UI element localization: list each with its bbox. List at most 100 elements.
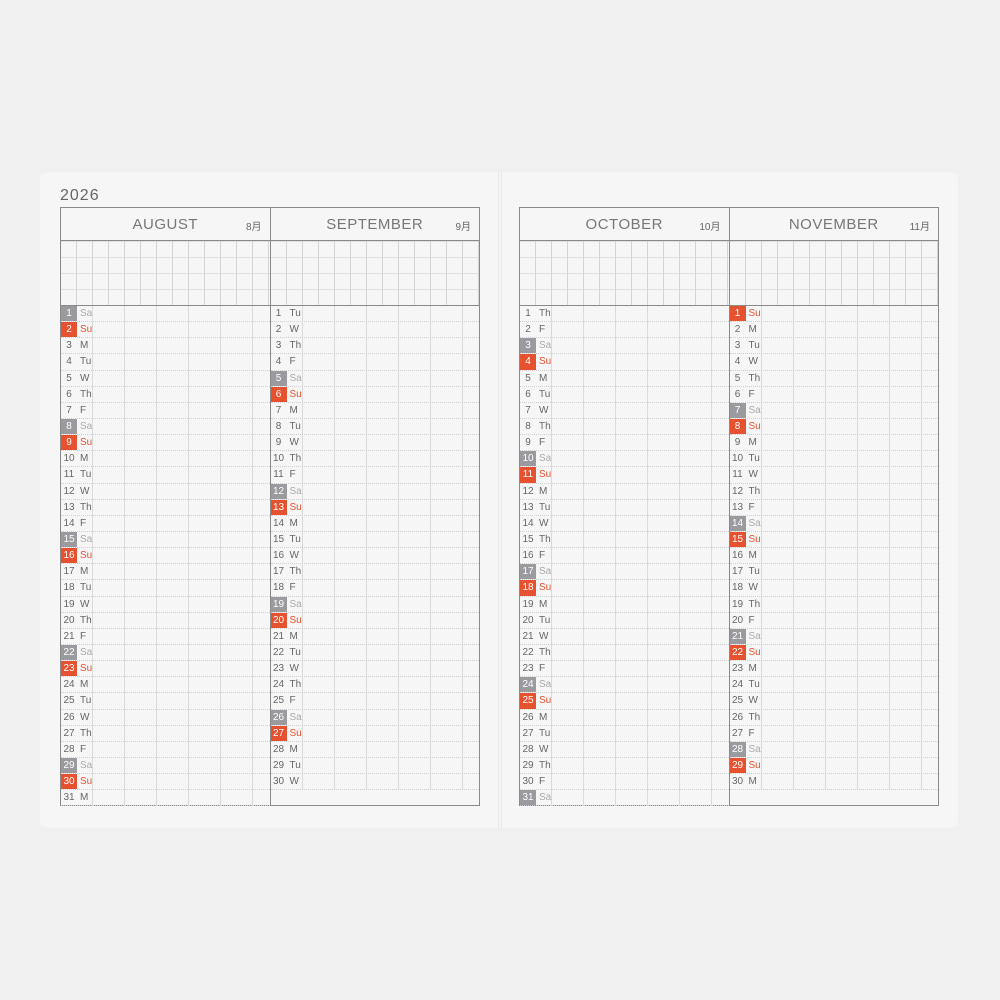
day-row[interactable]: 29 Su: [729, 757, 938, 775]
day-row[interactable]: 1 Tu: [270, 306, 479, 323]
day-row[interactable]: 21 F: [61, 628, 270, 645]
day-row[interactable]: 26 M: [520, 709, 729, 726]
day-row[interactable]: 18 F: [270, 580, 479, 597]
day-row[interactable]: 13 Su: [270, 499, 479, 516]
day-row[interactable]: 30 M: [729, 774, 938, 791]
day-row[interactable]: 5 Th: [729, 370, 938, 387]
day-row[interactable]: 6 Tu: [520, 386, 729, 403]
day-row[interactable]: 6 Su: [270, 386, 479, 403]
day-row[interactable]: 5 M: [520, 370, 729, 387]
day-row[interactable]: 14 F: [61, 515, 270, 532]
day-row[interactable]: 9 Su: [61, 435, 270, 452]
day-row[interactable]: 28 Sa: [729, 741, 938, 758]
day-row[interactable]: 12 Sa: [270, 483, 479, 500]
day-row[interactable]: 7 Sa: [729, 402, 938, 419]
day-row[interactable]: 28 M: [270, 741, 479, 758]
day-row[interactable]: 12 W: [61, 483, 270, 500]
day-row[interactable]: 1 Th: [520, 306, 729, 323]
notes-grid[interactable]: [270, 241, 479, 306]
day-row[interactable]: 19 Th: [729, 596, 938, 613]
day-row[interactable]: 14 W: [520, 515, 729, 532]
day-row[interactable]: 27 Tu: [520, 725, 729, 742]
day-row[interactable]: 18 Su: [520, 580, 729, 597]
day-row[interactable]: 22 Su: [729, 644, 938, 662]
day-row[interactable]: 10 Th: [270, 451, 479, 468]
day-row[interactable]: 25 F: [270, 693, 479, 710]
day-row[interactable]: 2 W: [270, 322, 479, 339]
day-row[interactable]: 10 Sa: [520, 451, 729, 468]
day-row[interactable]: 24 Th: [270, 677, 479, 694]
day-row[interactable]: 15 Th: [520, 531, 729, 549]
day-row[interactable]: 5 W: [61, 370, 270, 387]
day-row[interactable]: 22 Th: [520, 644, 729, 662]
day-row[interactable]: 15 Sa: [61, 531, 270, 549]
day-row[interactable]: 26 Sa: [270, 709, 479, 726]
notes-grid[interactable]: [729, 241, 938, 306]
day-row[interactable]: 5 Sa: [270, 370, 479, 387]
day-row[interactable]: 13 F: [729, 499, 938, 516]
day-row[interactable]: 18 Tu: [61, 580, 270, 597]
day-row[interactable]: 30 F: [520, 774, 729, 791]
day-row[interactable]: 12 Th: [729, 483, 938, 500]
day-row[interactable]: 20 Su: [270, 612, 479, 629]
day-row[interactable]: 2 Su: [61, 322, 270, 339]
day-row[interactable]: 24 M: [61, 677, 270, 694]
day-row[interactable]: 7 W: [520, 402, 729, 419]
day-row[interactable]: 2 M: [729, 322, 938, 339]
day-row[interactable]: 27 F: [729, 725, 938, 742]
day-row[interactable]: 21 M: [270, 628, 479, 645]
day-row[interactable]: 1 Su: [729, 306, 938, 323]
day-row[interactable]: 7 F: [61, 402, 270, 419]
day-row[interactable]: 11 Tu: [61, 467, 270, 484]
day-row[interactable]: 27 Su: [270, 725, 479, 742]
day-row[interactable]: 29 Tu: [270, 757, 479, 775]
day-row[interactable]: 25 Su: [520, 693, 729, 710]
day-row[interactable]: 16 Su: [61, 548, 270, 565]
day-row[interactable]: 9 M: [729, 435, 938, 452]
day-row[interactable]: 8 Sa: [61, 418, 270, 436]
day-row[interactable]: 6 F: [729, 386, 938, 403]
day-row[interactable]: 3 Th: [270, 338, 479, 355]
day-row[interactable]: 23 W: [270, 661, 479, 678]
day-row[interactable]: 18 W: [729, 580, 938, 597]
day-row[interactable]: 8 Tu: [270, 418, 479, 436]
day-row[interactable]: 10 M: [61, 451, 270, 468]
day-row[interactable]: 3 Tu: [729, 338, 938, 355]
day-row[interactable]: 7 M: [270, 402, 479, 419]
notes-grid[interactable]: [520, 241, 729, 306]
day-row[interactable]: 22 Tu: [270, 644, 479, 662]
day-row[interactable]: 2 F: [520, 322, 729, 339]
day-row[interactable]: 3 Sa: [520, 338, 729, 355]
day-row[interactable]: 17 Th: [270, 564, 479, 581]
day-row[interactable]: 17 M: [61, 564, 270, 581]
day-row[interactable]: 13 Tu: [520, 499, 729, 516]
day-row[interactable]: 28 W: [520, 741, 729, 758]
day-row[interactable]: 27 Th: [61, 725, 270, 742]
day-row[interactable]: 23 Su: [61, 661, 270, 678]
day-row[interactable]: 11 Su: [520, 467, 729, 484]
day-row[interactable]: 25 W: [729, 693, 938, 710]
day-row[interactable]: 29 Th: [520, 757, 729, 775]
day-row[interactable]: 24 Sa: [520, 677, 729, 694]
day-row[interactable]: 17 Sa: [520, 564, 729, 581]
day-row[interactable]: 25 Tu: [61, 693, 270, 710]
day-row[interactable]: 13 Th: [61, 499, 270, 516]
day-row[interactable]: 31 Sa: [520, 790, 729, 807]
day-row[interactable]: 26 Th: [729, 709, 938, 726]
day-row[interactable]: 29 Sa: [61, 757, 270, 775]
day-row[interactable]: 30 Su: [61, 774, 270, 791]
day-row[interactable]: 9 F: [520, 435, 729, 452]
day-row[interactable]: 19 Sa: [270, 596, 479, 613]
day-row[interactable]: 4 F: [270, 354, 479, 371]
day-row[interactable]: 11 F: [270, 467, 479, 484]
day-row[interactable]: 19 W: [61, 596, 270, 613]
day-row[interactable]: 12 M: [520, 483, 729, 500]
day-row[interactable]: 3 M: [61, 338, 270, 355]
day-row[interactable]: 4 Su: [520, 354, 729, 371]
day-row[interactable]: 1 Sa: [61, 306, 270, 323]
day-row[interactable]: 23 M: [729, 661, 938, 678]
day-row[interactable]: 19 M: [520, 596, 729, 613]
day-row[interactable]: 8 Th: [520, 418, 729, 436]
day-row[interactable]: 16 W: [270, 548, 479, 565]
day-row[interactable]: 22 Sa: [61, 644, 270, 662]
